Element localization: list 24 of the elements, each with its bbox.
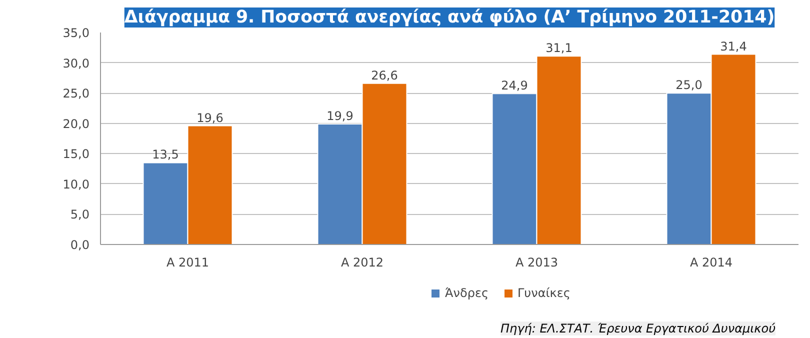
- data-label: 19,6: [196, 110, 224, 125]
- text: Πηγή: ΕΛ.ΣΤΑΤ. Έρευνα Εργατικού Δυναμικού: [500, 322, 776, 336]
- y-tick-label: 5,0: [70, 208, 90, 222]
- data-label: 31,1: [546, 41, 572, 56]
- y-tick-label: 25,0: [62, 86, 90, 101]
- x-tick-label: Α 2012: [340, 256, 384, 270]
- x-tick-label: Α 2013: [515, 256, 558, 270]
- y-tick-label: 0,0: [70, 238, 90, 252]
- y-tick-label: 20,0: [62, 116, 90, 131]
- data-label: 26,6: [371, 68, 398, 82]
- data-label: 31,4: [720, 39, 747, 54]
- y-tick-label: 15,0: [62, 147, 90, 162]
- data-label: 24,9: [501, 78, 528, 93]
- legend-label: Άνδρες: [445, 286, 488, 300]
- data-label: 25,0: [676, 78, 702, 92]
- y-tick-label: 30,0: [62, 56, 90, 70]
- legend-label: Γυναίκες: [518, 286, 570, 300]
- chart-title: Διάγραμμα 9. Ποσοστά ανεργίας ανά φύλο (Α’ Τρίμηνο 2011-2014): [124, 8, 775, 28]
- x-tick-label: Α 2014: [690, 256, 733, 270]
- x-tick-label: Α 2011: [166, 256, 210, 270]
- data-label: 13,5: [152, 148, 179, 162]
- y-tick-label: 35,0: [62, 26, 90, 40]
- y-tick-label: 10,0: [62, 177, 90, 192]
- data-label: 19,9: [326, 108, 354, 123]
